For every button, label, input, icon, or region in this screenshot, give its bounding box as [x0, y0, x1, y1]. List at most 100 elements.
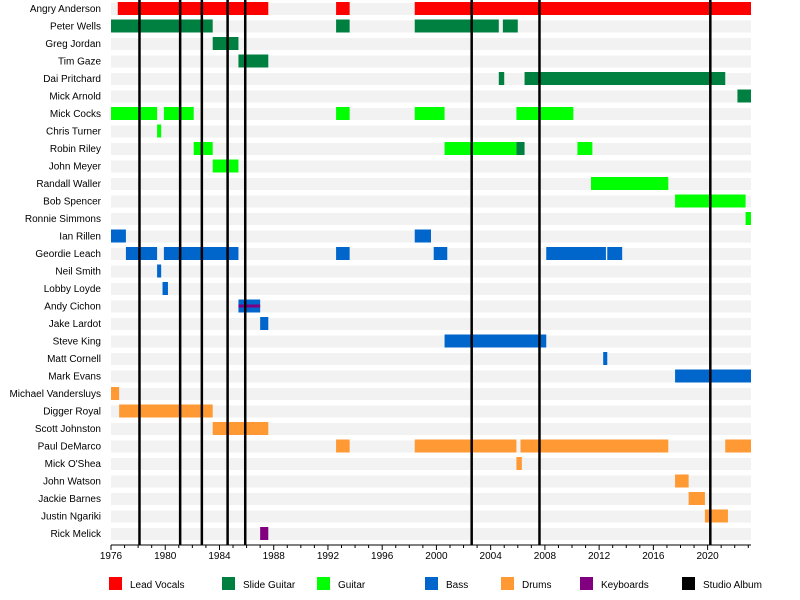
bar-slide_guitar-peter-wells: [336, 19, 350, 33]
member-label-scott-johnston: Scott Johnston: [35, 424, 101, 435]
legend-swatch-keyboards: [580, 577, 593, 590]
legend-swatch-drums: [501, 577, 514, 590]
row-backgrounds: [111, 3, 751, 540]
legend-swatch-slide_guitar: [222, 577, 235, 590]
bar-lead_vocals-angry-anderson: [117, 2, 269, 15]
legend-label-guitar: Guitar: [338, 580, 366, 591]
bar-drums-jackie-barnes: [688, 492, 705, 505]
row-bg-lobby-loyde: [111, 283, 751, 295]
member-label-mark-evans: Mark Evans: [48, 372, 101, 383]
member-label-ian-rillen: Ian Rillen: [59, 232, 101, 243]
row-bg-chris-turner: [111, 125, 751, 138]
member-label-mick-arnold: Mick Arnold: [49, 92, 101, 103]
member-label-jake-lardot: Jake Lardot: [49, 319, 101, 330]
row-bg-andy-cichon: [111, 300, 751, 313]
bar-guitar-mick-cocks: [516, 107, 574, 120]
member-label-neil-smith: Neil Smith: [55, 267, 101, 278]
legend-label-drums: Drums: [522, 580, 551, 591]
member-label-mick-cocks: Mick Cocks: [50, 109, 101, 120]
bar-lead_vocals-angry-anderson: [414, 2, 751, 15]
row-bg-neil-smith: [111, 265, 751, 278]
row-bg-tim-gaze: [111, 55, 751, 68]
bar-drums-paul-demarco: [725, 439, 751, 453]
bar-bass-steve-king: [444, 334, 547, 348]
legend-swatch-bass: [425, 577, 438, 590]
bar-guitar-chris-turner: [157, 124, 162, 138]
member-label-tim-gaze: Tim Gaze: [58, 57, 101, 68]
bar-drums-paul-demarco: [336, 439, 350, 453]
member-label-john-meyer: John Meyer: [49, 162, 102, 173]
bar-drums-mick-o-shea: [516, 457, 522, 470]
bar-drums-paul-demarco: [520, 439, 669, 453]
member-label-greg-jordan: Greg Jordan: [45, 39, 101, 50]
x-tick-label: 1996: [371, 551, 394, 562]
row-bg-mick-arnold: [111, 90, 751, 103]
bar-bass-mark-evans: [675, 369, 751, 383]
legend-swatch-lead_vocals: [109, 577, 122, 590]
member-label-digger-royal: Digger Royal: [43, 407, 101, 418]
legend-label-lead_vocals: Lead Vocals: [130, 580, 185, 591]
bar-bass-ian-rillen: [111, 229, 126, 243]
bar-bass-geordie-leach: [433, 247, 448, 260]
legend-label-studio_album: Studio Album: [703, 580, 762, 591]
bar-slide_guitar-robin-riley: [516, 142, 525, 155]
bar-guitar-mick-cocks: [414, 107, 445, 120]
x-tick-label: 2000: [425, 551, 448, 562]
bar-drums-scott-johnston: [212, 422, 269, 435]
bar-guitar-robin-riley: [444, 142, 517, 155]
x-tick-label: 1976: [100, 551, 123, 562]
row-bg-michael-vandersluys: [111, 388, 751, 400]
row-bg-mark-evans: [111, 370, 751, 383]
bar-slide_guitar-dai-pritchard: [498, 72, 505, 85]
bar-drums-digger-royal: [119, 404, 213, 418]
bar-guitar-mick-cocks: [111, 107, 158, 120]
row-bg-rick-melick: [111, 528, 751, 540]
member-label-john-watson: John Watson: [43, 477, 101, 488]
bar-drums-justin-ngariki: [704, 509, 728, 523]
bar-drums-michael-vandersluys: [111, 387, 120, 400]
row-bg-greg-jordan: [111, 38, 751, 50]
member-label-bob-spencer: Bob Spencer: [43, 197, 101, 208]
bar-guitar-randall-waller: [591, 177, 669, 190]
x-tick-label: 2008: [534, 551, 557, 562]
bar-guitar-ronnie-simmons: [745, 212, 751, 225]
x-tick-label: 1988: [263, 551, 286, 562]
bar-bass-geordie-leach: [125, 247, 158, 260]
member-name-labels: Angry Anderson Peter Wells Greg Jordan Tim …: [9, 4, 102, 540]
legend-swatch-guitar: [317, 577, 330, 590]
row-bg-steve-king: [111, 335, 751, 348]
bar-slide_guitar-tim-gaze: [238, 54, 269, 68]
member-label-peter-wells: Peter Wells: [50, 22, 101, 33]
bar-guitar-robin-riley: [193, 142, 213, 155]
bar-lead_vocals-angry-anderson: [336, 2, 350, 15]
member-label-jackie-barnes: Jackie Barnes: [38, 494, 101, 505]
member-label-angry-anderson: Angry Anderson: [30, 4, 101, 15]
x-tick-label: 2020: [696, 551, 719, 562]
bar-bass-jake-lardot: [260, 317, 269, 330]
x-tick-label: 2012: [588, 551, 611, 562]
bar-bass-ian-rillen: [414, 229, 431, 243]
bar-slide_guitar-greg-jordan: [212, 37, 239, 50]
member-label-rick-melick: Rick Melick: [50, 529, 102, 540]
album-lines: [138, 0, 712, 545]
member-label-geordie-leach: Geordie Leach: [35, 249, 101, 260]
x-tick-label: 1984: [208, 551, 231, 562]
bar-drums-paul-demarco: [414, 439, 517, 453]
row-bg-digger-royal: [111, 405, 751, 418]
legend-label-bass: Bass: [446, 580, 468, 591]
row-bg-matt-cornell: [111, 353, 751, 365]
member-label-mick-o-shea: Mick O'Shea: [45, 459, 102, 470]
row-bg-justin-ngariki: [111, 510, 751, 523]
member-label-dai-pritchard: Dai Pritchard: [43, 74, 101, 85]
row-bg-ronnie-simmons: [111, 213, 751, 225]
bar-guitar-mick-cocks: [163, 107, 194, 120]
member-label-chris-turner: Chris Turner: [46, 127, 102, 138]
x-tick-label: 2016: [642, 551, 665, 562]
bar-bass-neil-smith: [157, 264, 162, 278]
x-tick-label: 1980: [154, 551, 177, 562]
row-bg-scott-johnston: [111, 423, 751, 435]
bar-bass-geordie-leach: [546, 247, 606, 260]
member-label-lobby-loyde: Lobby Loyde: [44, 284, 102, 295]
row-bg-mick-o-shea: [111, 458, 751, 470]
